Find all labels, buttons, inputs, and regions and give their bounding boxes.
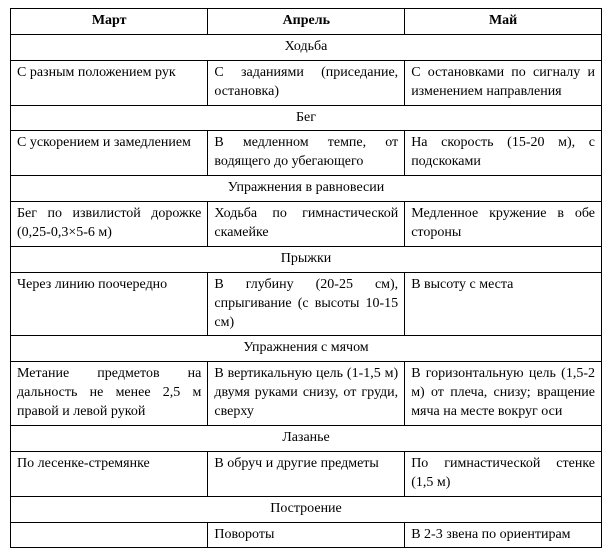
table-row: С разным положением рукС заданиями (прис… (11, 60, 602, 105)
table-cell: Медленное кружение в обе стороны (405, 202, 602, 247)
table-cell: С остановками по сигналу и изменением на… (405, 60, 602, 105)
table-cell: Метание предметов на дальность не менее … (11, 362, 208, 426)
table-cell: В обруч и другие предметы (208, 451, 405, 496)
table-cell: Бег по извилистой дорожке (0,25-0,3×5-6 … (11, 202, 208, 247)
header-row: Март Апрель Май (11, 9, 602, 35)
section-row: Прыжки (11, 246, 602, 272)
header-april: Апрель (208, 9, 405, 35)
section-title: Построение (11, 496, 602, 522)
table-cell: На скорость (15-20 м), с подскоками (405, 131, 602, 176)
table-row: По лесенке-стремянкеВ обруч и другие пре… (11, 451, 602, 496)
table-body: ХодьбаС разным положением рукС заданиями… (11, 34, 602, 548)
section-row: Упражнения в равновесии (11, 176, 602, 202)
section-title: Упражнения в равновесии (11, 176, 602, 202)
table-row: Метание предметов на дальность не менее … (11, 362, 602, 426)
section-row: Бег (11, 105, 602, 131)
table-cell: Через линию поочередно (11, 272, 208, 336)
table-cell: Ходьба по гимнастической скамейке (208, 202, 405, 247)
section-title: Бег (11, 105, 602, 131)
section-title: Прыжки (11, 246, 602, 272)
table-cell: В горизонтальную цель (1,5-2 м) от плеча… (405, 362, 602, 426)
table-cell: По гимнастической стенке (1,5 м) (405, 451, 602, 496)
section-title: Лазанье (11, 426, 602, 452)
section-title: Упражнения с мячом (11, 336, 602, 362)
table-cell: С ускорением и замедлением (11, 131, 208, 176)
table-row: Бег по извилистой дорожке (0,25-0,3×5-6 … (11, 202, 602, 247)
header-march: Март (11, 9, 208, 35)
table-cell: По лесенке-стремянке (11, 451, 208, 496)
section-row: Построение (11, 496, 602, 522)
section-row: Упражнения с мячом (11, 336, 602, 362)
table-row: Через линию поочередноВ глубину (20-25 с… (11, 272, 602, 336)
section-row: Ходьба (11, 34, 602, 60)
table-row: С ускорением и замедлениемВ медленном те… (11, 131, 602, 176)
header-may: Май (405, 9, 602, 35)
table-cell: С разным положением рук (11, 60, 208, 105)
table-cell: В глубину (20-25 см), спрыгивание (с выс… (208, 272, 405, 336)
table-cell: В вертикальную цель (1-1,5 м) двумя рука… (208, 362, 405, 426)
activities-table: Март Апрель Май ХодьбаС разным положение… (10, 8, 602, 548)
section-row: Лазанье (11, 426, 602, 452)
table-cell: В медленном темпе, от водящего до убегаю… (208, 131, 405, 176)
table-cell: С заданиями (приседание, остановка) (208, 60, 405, 105)
table-container: Март Апрель Май ХодьбаС разным положение… (0, 0, 612, 556)
table-cell: В высоту с места (405, 272, 602, 336)
section-title: Ходьба (11, 34, 602, 60)
